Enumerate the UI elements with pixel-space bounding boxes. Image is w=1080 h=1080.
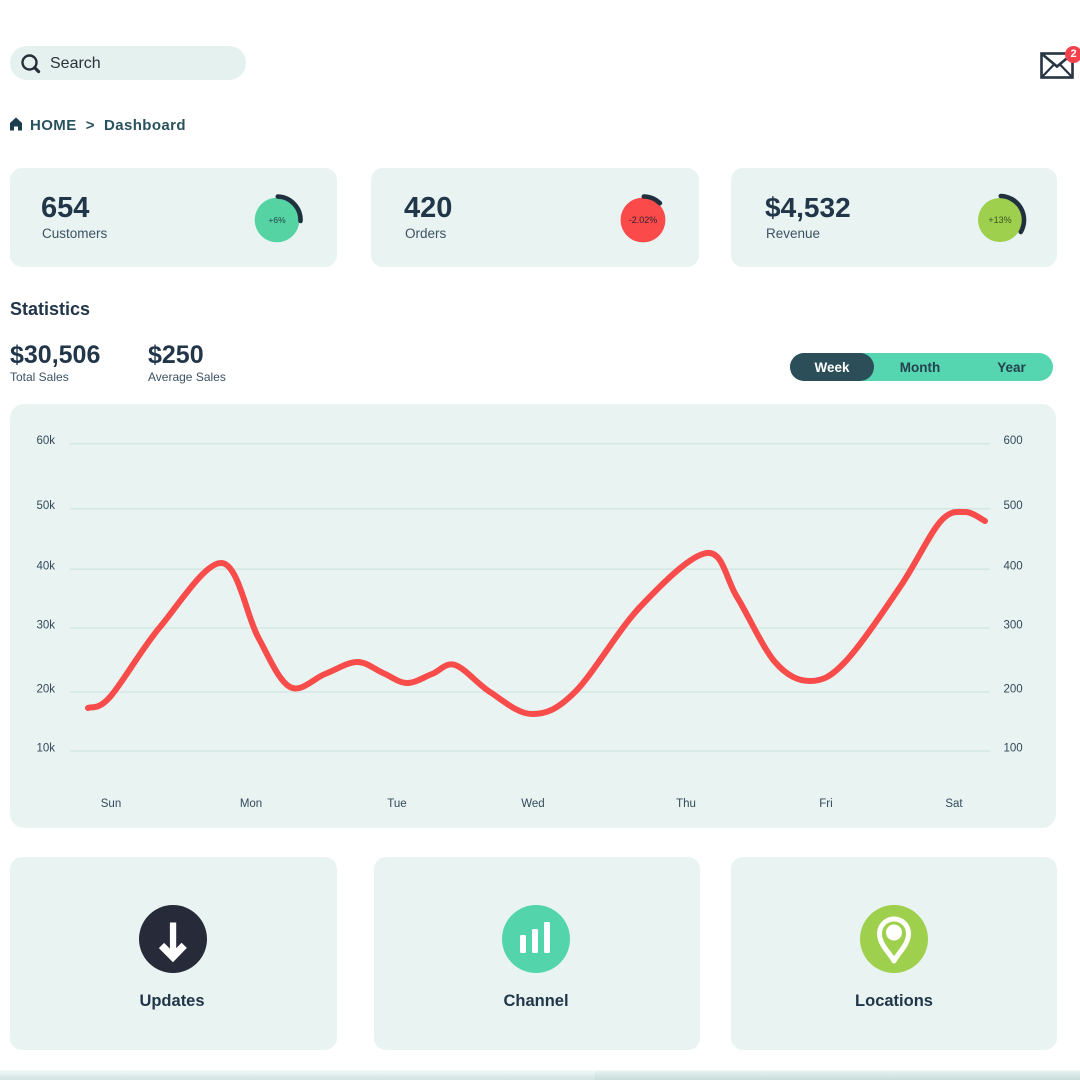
svg-text:Tue: Tue [387, 798, 406, 810]
svg-text:60k: 60k [36, 435, 55, 447]
svg-text:600: 600 [1004, 435, 1023, 447]
svg-text:10k: 10k [36, 742, 55, 754]
svg-text:400: 400 [1004, 561, 1023, 573]
svg-text:20k: 20k [36, 683, 55, 695]
svg-text:200: 200 [1004, 683, 1023, 695]
svg-text:+6%: +6% [268, 215, 286, 225]
svg-text:Mon: Mon [240, 798, 262, 810]
svg-text:500: 500 [1004, 500, 1023, 512]
svg-text:Fri: Fri [819, 798, 832, 810]
svg-text:Thu: Thu [676, 798, 696, 810]
svg-text:Sun: Sun [101, 798, 121, 810]
svg-text:Wed: Wed [521, 798, 544, 810]
svg-text:100: 100 [1004, 742, 1023, 754]
svg-text:300: 300 [1004, 619, 1023, 631]
svg-text:40k: 40k [36, 561, 55, 573]
svg-text:30k: 30k [36, 619, 55, 631]
svg-text:Sat: Sat [945, 798, 963, 810]
svg-text:-2.02%: -2.02% [629, 215, 658, 225]
svg-text:50k: 50k [36, 500, 55, 512]
svg-text:+13%: +13% [988, 215, 1011, 225]
